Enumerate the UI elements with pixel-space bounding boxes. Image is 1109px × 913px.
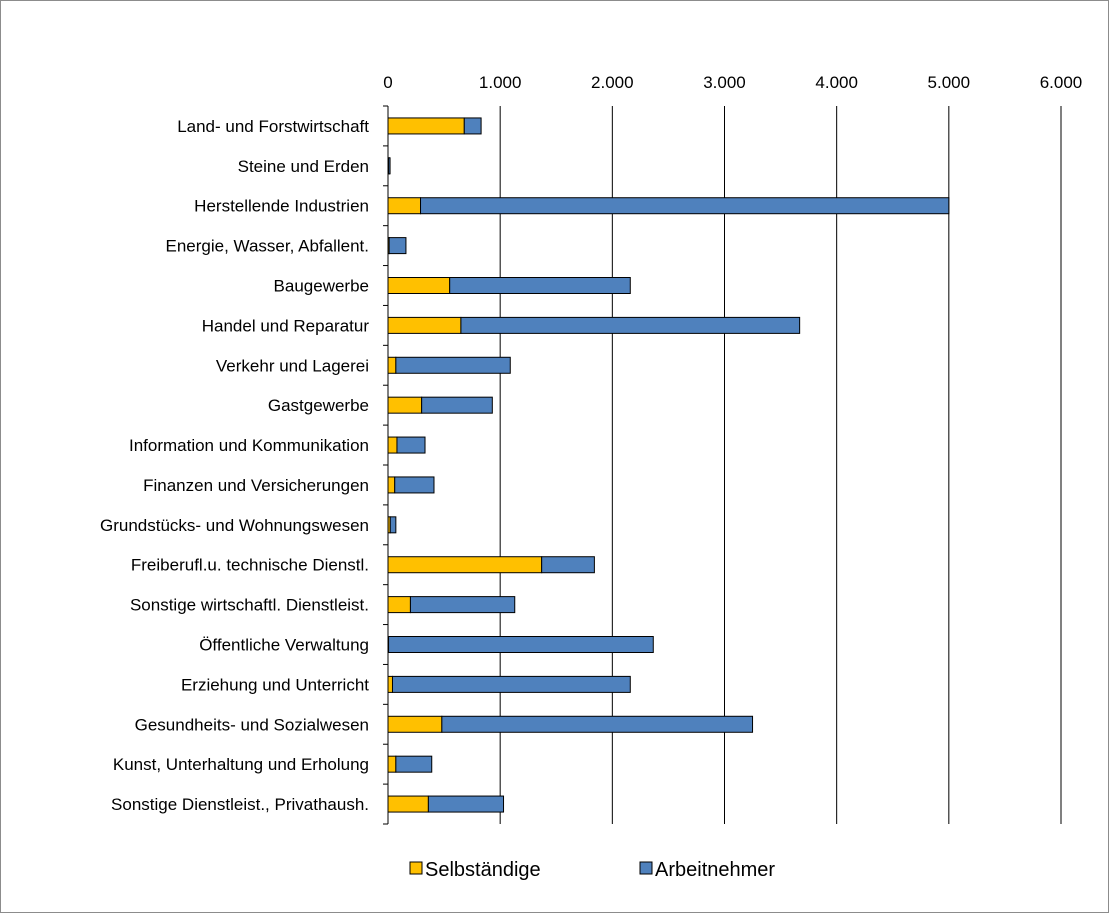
bar-selbstaendige (387, 396, 423, 414)
category-label: Energie, Wasser, Abfallent. (166, 237, 369, 256)
x-tick-label: 3.000 (703, 73, 746, 92)
legend-swatch-selbstaendige (409, 861, 423, 875)
category-label: Verkehr und Lagerei (216, 356, 369, 375)
bar-selbstaendige (387, 316, 462, 334)
category-label: Freiberufl.u. technische Dienstl. (131, 556, 369, 575)
x-tick-label: 2.000 (591, 73, 634, 92)
x-tick-label: 0 (383, 73, 392, 92)
category-label: Erziehung und Unterricht (181, 675, 369, 694)
category-label: Gesundheits- und Sozialwesen (135, 715, 369, 734)
category-label: Baugewerbe (274, 277, 369, 296)
x-tick-label: 1.000 (479, 73, 522, 92)
bar-arbeitnehmer (389, 516, 397, 534)
x-tick-label: 5.000 (928, 73, 971, 92)
category-label: Gastgewerbe (268, 396, 369, 415)
category-label: Steine und Erden (238, 157, 369, 176)
bar-arbeitnehmer (391, 675, 631, 693)
bar-selbstaendige (387, 197, 422, 215)
bar-selbstaendige (387, 795, 429, 813)
bar-arbeitnehmer (388, 237, 407, 255)
category-label: Finanzen und Versicherungen (143, 476, 369, 495)
legend-swatch-arbeitnehmer (639, 861, 653, 875)
bar-arbeitnehmer (388, 636, 654, 653)
bar-selbstaendige (387, 356, 397, 374)
legend-label-arbeitnehmer: Arbeitnehmer (655, 859, 775, 881)
category-label: Herstellende Industrien (194, 197, 369, 216)
x-tick-label: 4.000 (815, 73, 858, 92)
legend-label-selbstaendige: Selbständige (425, 859, 541, 881)
bar-arbeitnehmer (441, 715, 754, 733)
bar-selbstaendige (387, 476, 396, 494)
category-label: Sonstige wirtschaftl. Dienstleist. (130, 596, 369, 615)
category-label: Sonstige Dienstleist., Privathaush. (111, 795, 369, 814)
bar-arbeitnehmer (395, 356, 511, 374)
x-tick-label: 6.000 (1040, 73, 1083, 92)
bar-selbstaendige (387, 596, 411, 614)
category-label: Grundstücks- und Wohnungswesen (100, 516, 369, 535)
bar-arbeitnehmer (541, 556, 595, 574)
bar-arbeitnehmer (395, 755, 433, 773)
bar-arbeitnehmer (427, 795, 505, 813)
category-label: Öffentliche Verwaltung (199, 636, 369, 655)
bar-selbstaendige (387, 277, 451, 294)
bar-arbeitnehmer (460, 316, 801, 334)
bar-arbeitnehmer (388, 157, 391, 175)
bar-arbeitnehmer (394, 476, 435, 494)
bar-selbstaendige (387, 755, 397, 773)
bar-selbstaendige (387, 675, 393, 693)
bar-arbeitnehmer (421, 396, 493, 414)
bar-selbstaendige (387, 556, 543, 574)
bar-arbeitnehmer (463, 117, 482, 135)
bar-arbeitnehmer (449, 277, 631, 294)
category-label: Handel und Reparatur (202, 316, 370, 335)
category-label: Land- und Forstwirtschaft (177, 117, 369, 136)
bar-arbeitnehmer (396, 436, 426, 454)
bar-arbeitnehmer (420, 197, 950, 215)
category-label: Information und Kommunikation (129, 436, 369, 455)
category-label: Kunst, Unterhaltung und Erholung (113, 755, 369, 774)
bar-selbstaendige (387, 436, 398, 454)
bar-arbeitnehmer (409, 596, 516, 614)
bar-selbstaendige (387, 117, 465, 135)
bar-selbstaendige (387, 715, 443, 733)
